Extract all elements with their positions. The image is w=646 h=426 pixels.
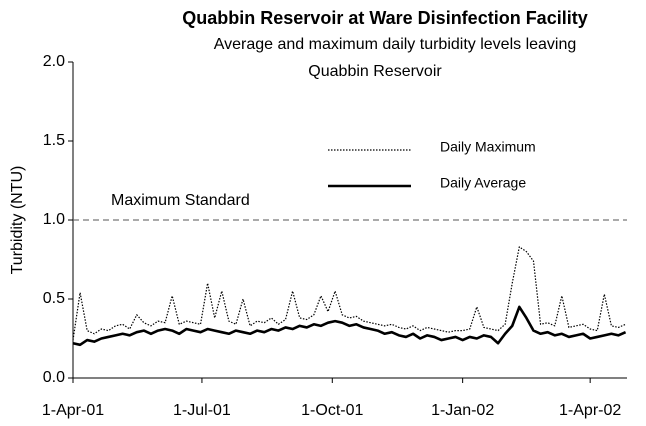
- x-tick-label: 1-Jan-02: [431, 402, 494, 419]
- y-tick-label: 0.5: [43, 290, 65, 307]
- chart-subtitle: Quabbin Reservoir: [308, 63, 442, 80]
- y-axis-label: Turbidity (NTU): [9, 166, 26, 275]
- y-tick-label: 1.5: [43, 132, 65, 149]
- x-tick-label: 1-Jul-01: [173, 402, 231, 419]
- chart-title: Quabbin Reservoir at Ware Disinfection F…: [182, 8, 587, 28]
- legend-label: Daily Average: [440, 175, 526, 191]
- y-tick-label: 2.0: [43, 53, 65, 70]
- threshold-label: Maximum Standard: [111, 192, 250, 209]
- y-tick-label: 1.0: [43, 211, 65, 228]
- x-tick-label: 1-Oct-01: [301, 402, 363, 419]
- series-line: [72, 246, 626, 341]
- legend-label: Daily Maximum: [440, 139, 536, 155]
- y-tick-label: 0.0: [43, 369, 65, 386]
- chart-subtitle: Average and maximum daily turbidity leve…: [214, 36, 577, 53]
- series-line: [72, 305, 627, 347]
- x-tick-label: 1-Apr-01: [42, 402, 104, 419]
- x-tick-label: 1-Apr-02: [559, 402, 621, 419]
